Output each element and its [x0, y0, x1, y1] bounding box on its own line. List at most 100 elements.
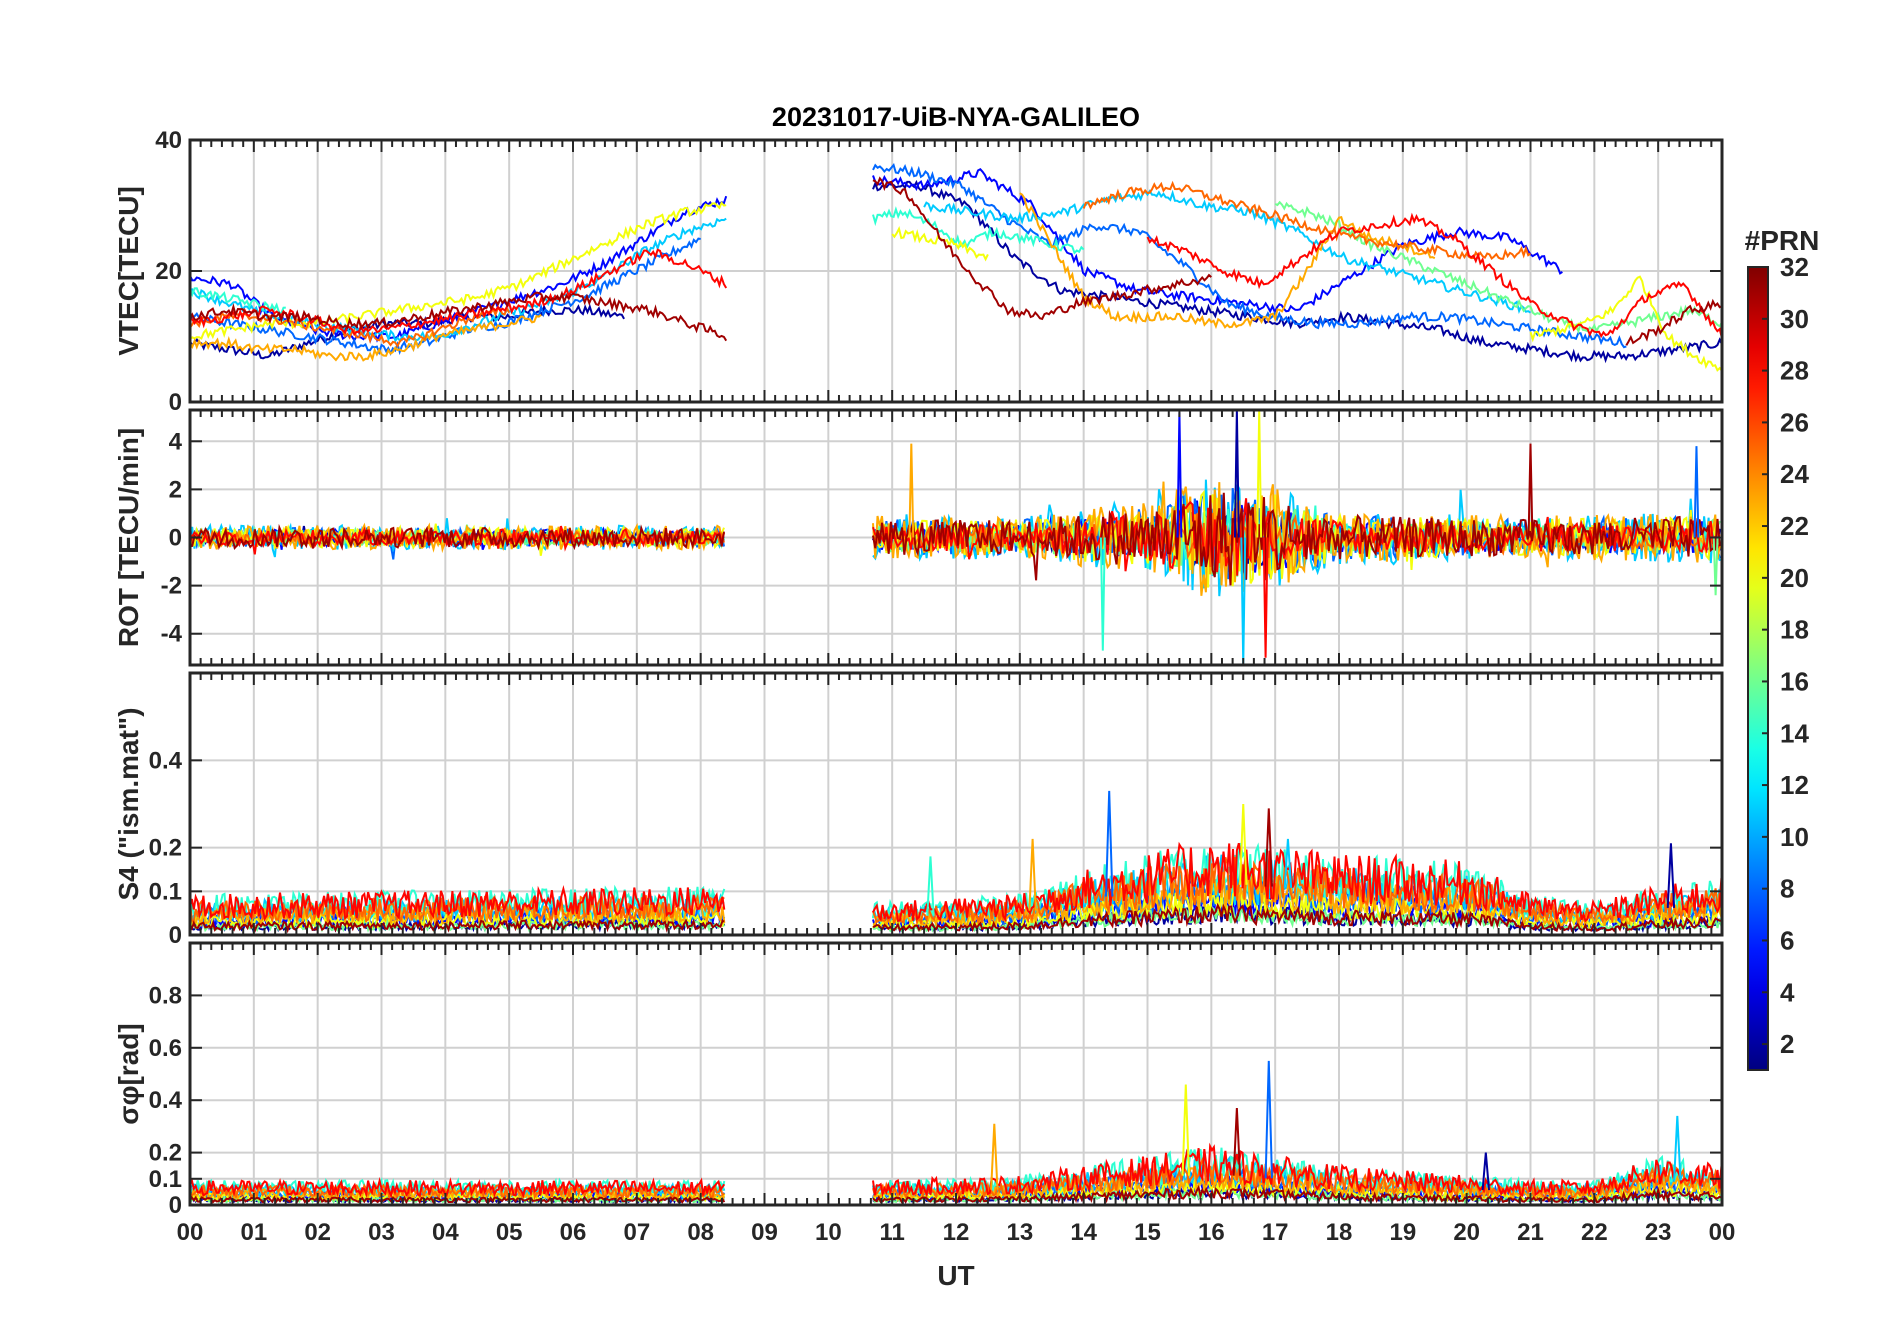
rot-line-prn-31 [190, 523, 725, 551]
x-tick-label: 18 [1326, 1219, 1353, 1246]
y-tick-label: 0.8 [149, 982, 182, 1009]
colorbar-tick-label: 8 [1780, 874, 1794, 904]
y-axis-label-rot: ROT [TECU/min] [113, 428, 144, 647]
data-lines [190, 410, 1721, 665]
data-lines [190, 1060, 1722, 1205]
rot-spike [1712, 537, 1719, 596]
vtec-line-prn-25 [1082, 180, 1532, 261]
ticks: 00.10.2 0.4 0.6 0.8 [149, 943, 1723, 1219]
vtec-line-prn-31 [872, 176, 1212, 321]
rot-spike [1233, 410, 1240, 538]
y-tick-label: 0.4 [149, 1087, 183, 1114]
x-tick-label: 19 [1389, 1219, 1416, 1246]
index-line-prn-28 [190, 885, 726, 922]
rot-spike [1256, 410, 1263, 538]
colorbar-tick-label: 32 [1780, 252, 1809, 282]
vtec-line-prn-20 [1529, 275, 1722, 372]
y-tick-label: 0 [169, 922, 182, 949]
rot-spike [908, 443, 915, 538]
rot-spike [1693, 446, 1700, 538]
colorbar-gradient [1747, 266, 1769, 1071]
chart-title: 20231017-UiB-NYA-GALILEO [772, 102, 1140, 132]
x-tick-label: 10 [815, 1219, 842, 1246]
x-tick-label: 06 [560, 1219, 587, 1246]
rot-spike [1240, 537, 1247, 665]
x-tick-label: 08 [687, 1219, 714, 1246]
index-line-prn-31 [872, 1184, 1722, 1204]
vtec-line-prn-20 [190, 201, 727, 340]
colorbar-tick-label: 4 [1780, 977, 1795, 1007]
y-axis-label-s4: S4 ("ism.mat") [113, 707, 144, 900]
vtec-line-prn-31 [190, 290, 728, 342]
x-tick-label: 11 [879, 1219, 904, 1246]
x-tick-label: 22 [1581, 1219, 1608, 1246]
vtec-line-prn-8 [190, 237, 701, 356]
colorbar-tick-label: 2 [1780, 1029, 1794, 1059]
y-axis-label-vtec: VTEC[TECU] [113, 186, 144, 356]
rot-line-prn-25 [872, 510, 1721, 567]
vtec-line-prn-23 [1019, 192, 1436, 330]
vtec-line-prn-11 [923, 189, 1532, 315]
data-lines [190, 162, 1722, 372]
index-peak [1283, 838, 1293, 888]
y-tick-label: 0 [169, 389, 182, 416]
ticks: -4 -2 0 2 4 [161, 410, 1723, 665]
vtec-line-prn-20 [891, 226, 989, 262]
y-tick-label: 0.1 [149, 878, 182, 905]
rot-spike [1527, 443, 1534, 538]
index-peak [1105, 790, 1114, 897]
colorbar-tick-label: 14 [1780, 718, 1809, 748]
index-peak [1666, 843, 1676, 908]
x-tick-label: 00 [1709, 1219, 1736, 1246]
x-tick-label: 09 [751, 1219, 778, 1246]
index-line-prn-28 [872, 841, 1722, 923]
colorbar-tick-label: 30 [1780, 304, 1809, 334]
index-peak [1028, 838, 1037, 911]
vtec-panel: 0 20 40 VTEC[TECU] [113, 127, 1724, 416]
y-tick-label: 0 [169, 1192, 182, 1219]
index-peak [990, 1123, 999, 1190]
y-tick-label: 0.4 [149, 747, 183, 774]
index-peak [1264, 808, 1273, 887]
index-peak [1181, 1084, 1190, 1176]
y-tick-label: -2 [161, 573, 182, 600]
y-tick-label: 40 [155, 127, 182, 154]
colorbar-tick-label: 26 [1780, 407, 1809, 437]
y-tick-label: 0.2 [149, 1140, 182, 1167]
rot-spike [1262, 537, 1269, 658]
colorbar-tick-label: 12 [1780, 770, 1809, 800]
y-tick-label: -4 [161, 621, 183, 648]
vtec-line-prn-23 [190, 314, 542, 362]
x-tick-label: 13 [1006, 1219, 1033, 1246]
vtec-line-prn-14 [872, 206, 1085, 255]
x-tick-label: 15 [1134, 1219, 1161, 1246]
y-tick-label: 2 [169, 476, 182, 503]
x-tick-label: 07 [623, 1219, 650, 1246]
grid [189, 673, 1723, 936]
x-tick-label: 03 [368, 1219, 395, 1246]
x-axis-label: UT [937, 1260, 974, 1291]
sigma-phi-panel: 00.10.2 0.4 0.6 0.8σφ[rad] [113, 941, 1724, 1219]
x-tick-label: 20 [1453, 1219, 1480, 1246]
colorbar-tick-label: 6 [1780, 925, 1794, 955]
y-tick-label: 4 [169, 428, 183, 455]
x-tick-label: 02 [304, 1219, 331, 1246]
index-peak [1239, 803, 1248, 885]
colorbar-label: #PRN [1745, 225, 1820, 256]
y-tick-label: 0 [169, 525, 182, 552]
vtec-line-prn-5 [190, 195, 728, 344]
x-tick-label: 23 [1645, 1219, 1672, 1246]
s4-panel: 0 0.1 0.2 0.4S4 ("ism.mat") [113, 671, 1724, 949]
index-line-prn-25 [872, 1156, 1722, 1201]
grid [189, 139, 1723, 403]
index-peak [1232, 1108, 1242, 1176]
colorbar-tick-label: 28 [1780, 356, 1809, 386]
y-tick-label: 0.1 [149, 1166, 182, 1193]
index-line-prn-23 [872, 870, 1722, 929]
x-tick-label: 04 [432, 1219, 459, 1246]
y-tick-label: 20 [155, 258, 182, 285]
x-tick-label: 16 [1198, 1219, 1225, 1246]
colorbar-tick-label: 20 [1780, 563, 1809, 593]
